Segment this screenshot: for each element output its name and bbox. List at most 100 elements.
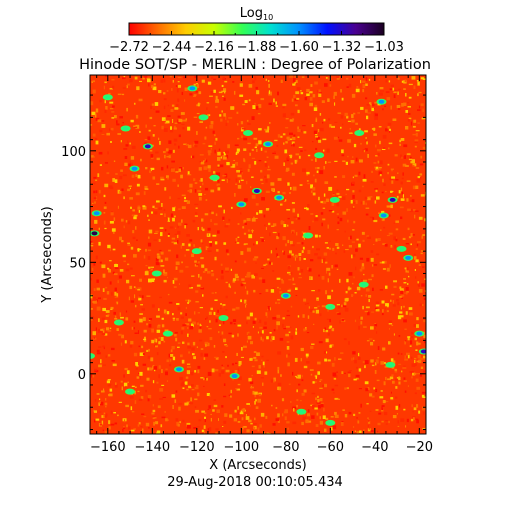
heatmap-texture-cell [235, 183, 238, 185]
heatmap-texture-cell [163, 78, 166, 83]
heatmap-texture-cell [214, 134, 216, 137]
heatmap-texture-cell [170, 349, 173, 353]
heatmap-texture-cell [116, 120, 118, 124]
heatmap-texture-cell [149, 171, 151, 173]
heatmap-texture-cell [127, 140, 129, 144]
heatmap-texture-cell [187, 301, 189, 304]
heatmap-texture-cell [277, 91, 279, 96]
heatmap-texture-cell [299, 184, 303, 186]
heatmap-texture-cell [261, 330, 264, 334]
heatmap-texture-cell [347, 287, 352, 290]
heatmap-texture-cell [243, 299, 247, 304]
heatmap-texture-cell [254, 256, 259, 259]
heatmap-texture-cell [148, 348, 150, 352]
heatmap-texture-cell [165, 120, 170, 124]
heatmap-texture-cell [129, 79, 133, 83]
heatmap-texture-cell [144, 336, 146, 340]
heatmap-texture-cell [145, 265, 148, 267]
heatmap-texture-cell [322, 200, 327, 204]
heatmap-texture-cell [200, 276, 202, 280]
heatmap-texture-cell [109, 281, 112, 285]
heatmap-texture-cell [362, 179, 367, 182]
heatmap-texture-cell [133, 428, 136, 430]
heatmap-texture-cell [90, 294, 93, 299]
heatmap-texture-cell [120, 380, 123, 383]
heatmap-texture-cell [222, 76, 225, 80]
heatmap-texture-cell [310, 346, 314, 350]
heatmap-texture-cell [389, 177, 394, 181]
heatmap-texture-cell [96, 349, 100, 352]
heatmap-texture-cell [403, 102, 407, 106]
heatmap-texture-cell [303, 298, 307, 302]
heatmap-texture-cell [293, 143, 295, 147]
heatmap-texture-cell [381, 406, 383, 410]
heatmap-texture-cell [161, 203, 163, 207]
heatmap-texture-cell [172, 178, 176, 182]
heatmap-texture-cell [312, 310, 315, 313]
heatmap-texture-cell [296, 232, 298, 236]
heatmap-texture-cell [317, 167, 320, 170]
heatmap-texture-cell [410, 336, 414, 339]
heatmap-texture-cell [114, 384, 118, 388]
heatmap-texture-cell [213, 180, 218, 182]
heatmap-texture-cell [406, 198, 409, 202]
heatmap-texture-cell [180, 330, 183, 335]
polarization-feature [418, 348, 426, 355]
heatmap-texture-cell [354, 292, 357, 294]
heatmap-texture-cell [226, 162, 230, 166]
heatmap-texture-cell [109, 221, 114, 224]
heatmap-texture-cell [382, 347, 386, 351]
heatmap-texture-cell [365, 202, 367, 206]
heatmap-texture-cell [181, 381, 185, 385]
heatmap-texture-cell [387, 122, 392, 126]
heatmap-texture-cell [388, 341, 391, 345]
heatmap-texture-cell [317, 398, 320, 403]
heatmap-texture-cell [397, 425, 400, 427]
heatmap-texture-cell [270, 379, 274, 383]
heatmap-texture-cell [153, 366, 157, 370]
heatmap-texture-cell [242, 426, 244, 430]
heatmap-texture-cell [237, 383, 241, 386]
heatmap-texture-cell [294, 82, 296, 84]
heatmap-texture-cell [271, 225, 275, 227]
heatmap-texture-cell [98, 189, 101, 194]
heatmap-texture-cell [409, 312, 413, 316]
polarization-feature [376, 98, 387, 105]
heatmap-texture-cell [176, 318, 179, 321]
heatmap-texture-cell [194, 215, 198, 217]
heatmap-texture-cell [247, 168, 250, 172]
heatmap-texture-cell [117, 93, 122, 95]
heatmap-texture-cell [387, 172, 389, 175]
heatmap-texture-cell [133, 214, 138, 217]
heatmap-texture-cell [230, 166, 235, 168]
heatmap-texture-cell [97, 297, 101, 300]
heatmap-texture-cell [323, 328, 325, 333]
heatmap-texture-cell [314, 104, 318, 109]
heatmap-texture-cell [236, 352, 238, 356]
heatmap-texture-cell [90, 101, 94, 106]
heatmap-texture-cell [321, 222, 323, 227]
polarization-feature [91, 210, 102, 217]
heatmap-texture-cell [225, 295, 228, 299]
heatmap-texture-cell [365, 388, 369, 392]
heatmap-texture-cell [198, 247, 202, 250]
heatmap-texture-cell [163, 118, 165, 121]
heatmap-texture-cell [341, 154, 345, 157]
heatmap-texture-cell [348, 341, 350, 345]
heatmap-texture-cell [405, 340, 407, 342]
heatmap-texture-cell [211, 211, 214, 215]
heatmap-texture-cell [166, 156, 171, 158]
heatmap-texture-cell [405, 243, 409, 245]
heatmap-texture-cell [285, 141, 288, 144]
heatmap-texture-cell [208, 151, 211, 156]
heatmap-texture-cell [296, 399, 299, 401]
heatmap-texture-cell [310, 213, 314, 215]
heatmap-texture-cell [157, 405, 161, 409]
heatmap-texture-cell [342, 211, 347, 215]
heatmap-texture-cell [306, 180, 309, 182]
heatmap-texture-cell [211, 292, 215, 294]
heatmap-texture-cell [397, 77, 400, 80]
heatmap-texture-cell [147, 242, 152, 247]
heatmap-texture-cell [375, 301, 380, 305]
heatmap-texture-cell [203, 159, 208, 163]
